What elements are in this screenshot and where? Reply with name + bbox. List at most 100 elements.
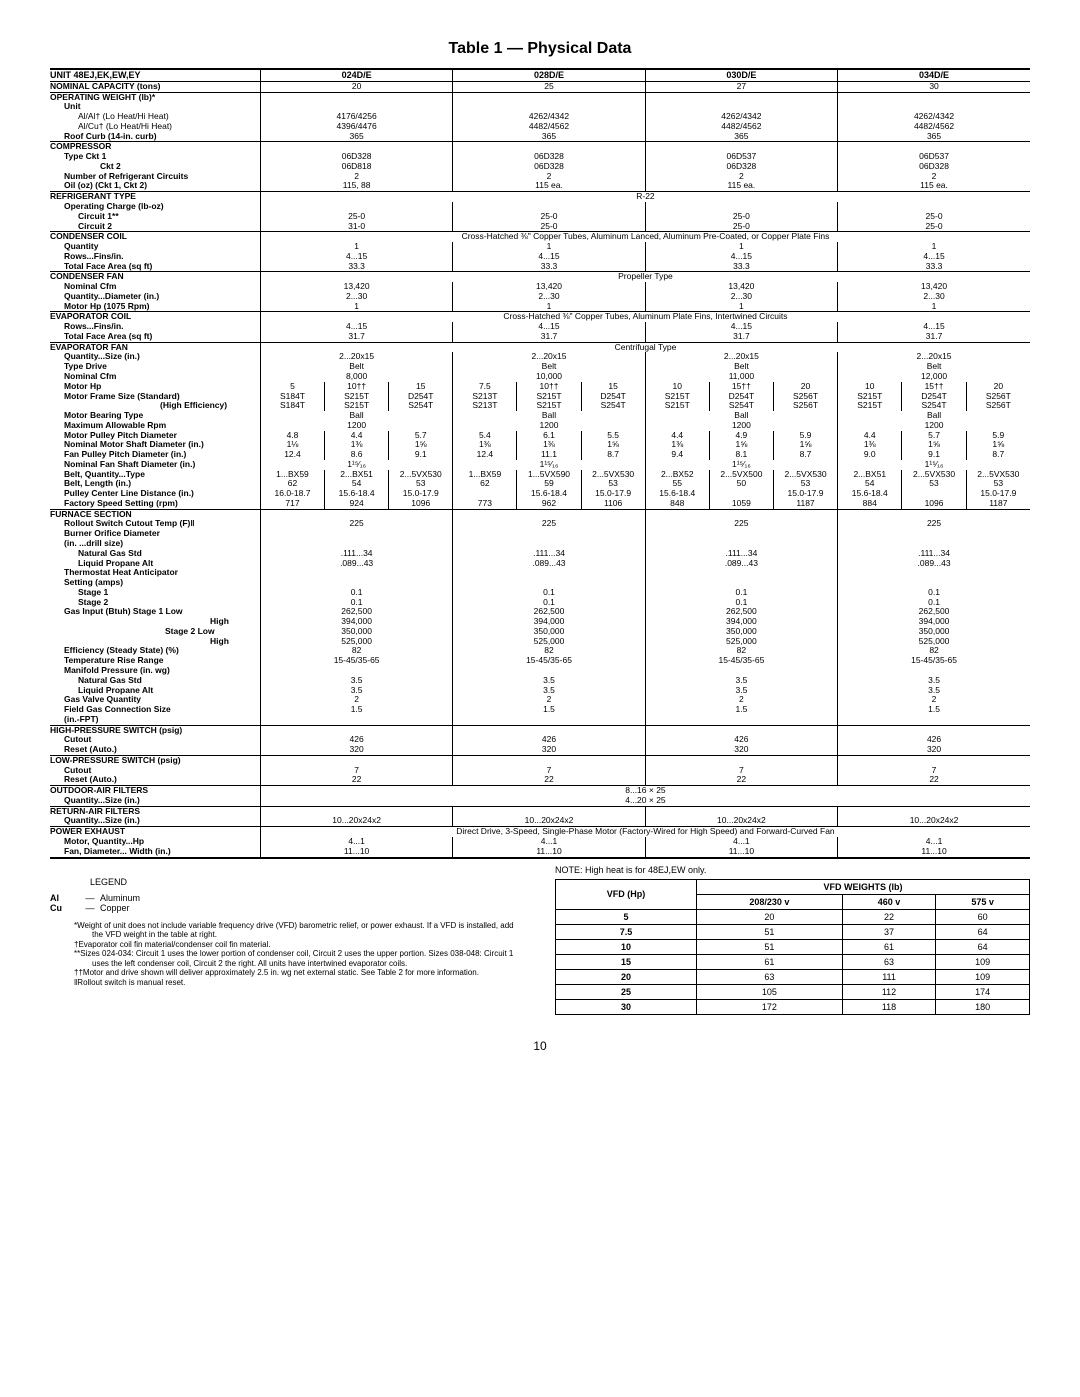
lps-ra: Reset (Auto.) <box>64 774 117 784</box>
pefd-2: 11...10 <box>729 846 754 856</box>
fu-s1: Stage 1 <box>78 587 108 597</box>
fu-gi2l: Stage 2 Low <box>165 626 215 636</box>
nom-cap-2: 27 <box>645 81 837 92</box>
fu-rs: Rollout Switch Cutout Temp (F)‖ <box>64 518 195 528</box>
op-wt-alcu: Al/Cu† (Lo Heat/Hi Heat) <box>50 121 172 131</box>
ef-fss: Factory Speed Setting (rpm) <box>64 498 178 508</box>
lpsr-1: 22 <box>544 774 553 784</box>
physical-data-table: UNIT 48EJ,EK,EW,EY 024D/E 028D/E 030D/E … <box>50 68 1030 859</box>
alcu-3: 4482/4562 <box>914 121 954 131</box>
cc-rows: Rows...Fins/in. <box>64 251 124 261</box>
cfc-0: 13,420 <box>344 281 370 291</box>
alal-3: 4262/4342 <box>914 111 954 121</box>
fu-col-0: 225 .111...34.089...43 0.10.1262,500394,… <box>260 509 452 725</box>
comp-type: Type Ckt 1 <box>64 151 106 161</box>
fu-gi1h: High <box>210 616 229 626</box>
col-028: 028D/E <box>453 69 645 81</box>
ef-nfsd: Nominal Fan Shaft Diameter (in.) <box>64 459 195 469</box>
ccr-3: 4...15 <box>923 251 944 261</box>
ect-3: 31.7 <box>926 331 943 341</box>
cfd-2: 2...30 <box>731 291 752 301</box>
cckt2-1: 06D328 <box>534 161 564 171</box>
vfd-c0: 208/230 v <box>697 894 843 909</box>
lpsr-0: 22 <box>352 774 361 784</box>
alal-0: 4176/4256 <box>337 111 377 121</box>
ef-bqt: Belt, Quantity...Type <box>64 469 145 479</box>
raf-1: 10...20x24x2 <box>525 815 574 825</box>
fu-gvq: Gas Valve Quantity <box>64 694 141 704</box>
page-number: 10 <box>50 1039 1030 1053</box>
roof-0: 365 <box>350 131 364 141</box>
note-right: NOTE: High heat is for 48EJ,EW only. <box>555 865 1030 875</box>
ccq-0: 1 <box>354 241 359 251</box>
refr-span: R-22 <box>260 192 1030 202</box>
ccq-3: 1 <box>932 241 937 251</box>
fu-mplp: Liquid Propane Alt <box>78 685 153 695</box>
cnum-1: 2 <box>547 171 552 181</box>
ec-span: Cross-Hatched ⅜" Copper Tubes, Aluminum … <box>260 312 1030 322</box>
nom-cap-label: NOMINAL CAPACITY (tons) <box>50 81 161 91</box>
pefd-0: 11...10 <box>344 846 369 856</box>
hpsc-1: 426 <box>542 734 556 744</box>
ccq-2: 1 <box>739 241 744 251</box>
rc2-1: 25-0 <box>541 221 558 231</box>
ecr-3: 4...15 <box>923 321 944 331</box>
notes: *Weight of unit does not include variabl… <box>50 921 525 988</box>
vfd-c1: 460 v <box>842 894 936 909</box>
hpsr-3: 320 <box>927 744 941 754</box>
raf-2: 10...20x24x2 <box>717 815 766 825</box>
pe-fd: Fan, Diameter... Width (in.) <box>64 846 171 856</box>
pemq-2: 4...1 <box>733 836 750 846</box>
comp-oil: Oil (oz) (Ckt 1, Ckt 2) <box>64 180 147 190</box>
comp-ckt2: Ckt 2 <box>100 161 121 171</box>
cfc-2: 13,420 <box>728 281 754 291</box>
coil-2: 115 ea. <box>728 180 756 190</box>
vfd-c2: 575 v <box>936 894 1030 909</box>
table-title: Table 1 — Physical Data <box>50 40 1030 58</box>
ect-0: 31.7 <box>348 331 365 341</box>
nom-cap-0: 20 <box>260 81 452 92</box>
ecr-1: 4...15 <box>538 321 559 331</box>
lpsc-0: 7 <box>354 765 359 775</box>
cf-dia: Quantity...Diameter (in.) <box>64 291 159 301</box>
fu-eff: Efficiency (Steady State) (%) <box>64 645 179 655</box>
refr-label: REFRIGERANT TYPE <box>50 191 136 201</box>
pe-label: POWER EXHAUST <box>50 826 125 836</box>
rc2-2: 25-0 <box>733 221 750 231</box>
ef-mppd: Motor Pulley Pitch Diameter <box>64 430 177 440</box>
ef-col-2: 2...20x15Belt11,0001015††20S215TD254TS25… <box>645 352 837 509</box>
alcu-2: 4482/4562 <box>721 121 761 131</box>
ef-qty: Quantity...Size (in.) <box>64 351 140 361</box>
ef-blen: Belt, Length (in.) <box>64 478 131 488</box>
ccr-2: 4...15 <box>731 251 752 261</box>
roof-3: 365 <box>927 131 941 141</box>
rc2-0: 31-0 <box>348 221 365 231</box>
ctype-3: 06D537 <box>919 151 949 161</box>
cnum-3: 2 <box>932 171 937 181</box>
ccr-1: 4...15 <box>538 251 559 261</box>
refr-c1: Circuit 1** <box>78 211 119 221</box>
ef-pcld: Pulley Center Line Distance (in.) <box>64 488 194 498</box>
fu-col-2: 225 .111...34.089...43 0.10.1262,500394,… <box>645 509 837 725</box>
lps-co: Cutout <box>64 765 91 775</box>
hpsc-0: 426 <box>350 734 364 744</box>
ecr-0: 4...15 <box>346 321 367 331</box>
roof-1: 365 <box>542 131 556 141</box>
fu-lp: Liquid Propane Alt <box>78 558 153 568</box>
oaf-qs: Quantity...Size (in.) <box>64 795 140 805</box>
coil-1: 115 ea. <box>535 180 563 190</box>
oaf-val: 8...16 × 25 4...20 × 25 <box>260 786 1030 807</box>
nom-cap-1: 25 <box>453 81 645 92</box>
fu-tha: Thermostat Heat Anticipator <box>64 567 178 577</box>
col-034: 034D/E <box>838 69 1030 81</box>
ccr-0: 4...15 <box>346 251 367 261</box>
cfd-3: 2...30 <box>923 291 944 301</box>
ec-label: EVAPORATOR COIL <box>50 311 131 321</box>
alal-1: 4262/4342 <box>529 111 569 121</box>
coil-3: 115 ea. <box>920 180 948 190</box>
fu-col-3: 225 .111...34.089...43 0.10.1262,500394,… <box>838 509 1030 725</box>
ec-rows: Rows...Fins/in. <box>64 321 124 331</box>
cnum-0: 2 <box>354 171 359 181</box>
fu-set: Setting (amps) <box>64 577 123 587</box>
roof-2: 365 <box>734 131 748 141</box>
